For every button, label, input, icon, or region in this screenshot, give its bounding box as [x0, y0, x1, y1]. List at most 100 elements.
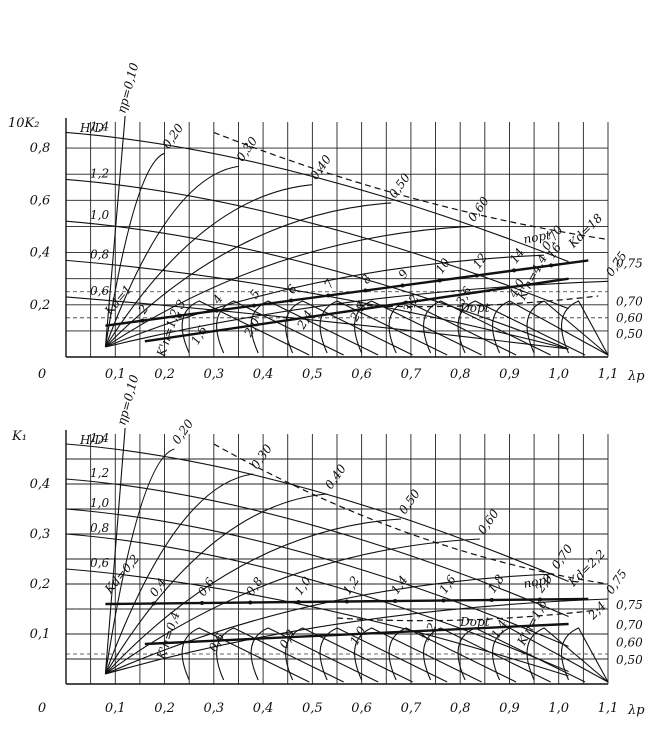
hd-curve-label: 1,4 — [90, 119, 109, 133]
eta-curve-label: 0,40 — [322, 462, 349, 492]
kd-marker — [177, 313, 182, 318]
efficiency-contour — [492, 300, 609, 356]
x-tick-label: 0,8 — [450, 367, 471, 382]
kd-marker — [437, 278, 442, 283]
eta-curve — [104, 448, 175, 675]
d-opt-curve — [336, 609, 599, 622]
efficiency-contour — [181, 300, 310, 356]
y-axis-label: K₁ — [11, 429, 27, 444]
hd-curve-label: 0,6 — [90, 556, 109, 570]
x-tick-label: 0,5 — [302, 701, 323, 716]
x-tick-label: 0,3 — [203, 701, 224, 716]
efficiency-contour — [354, 627, 482, 683]
eta-curve — [104, 165, 239, 348]
efficiency-contour — [319, 300, 448, 356]
kd-marker — [326, 293, 331, 298]
kd-marker — [549, 263, 554, 268]
x-tick-label: 1,1 — [598, 701, 619, 716]
kd-value-label: 1,8 — [485, 572, 508, 596]
efficiency-contour — [526, 627, 609, 683]
eta-curve — [104, 493, 328, 675]
eta-curve-label: 0,30 — [248, 442, 275, 472]
x-tick-label: 0,6 — [351, 367, 372, 382]
y-tick-label: 0,2 — [30, 577, 51, 592]
x-tick-label: 0,7 — [401, 701, 422, 716]
y-tick-label: 0,8 — [30, 141, 51, 156]
eta-curve — [105, 202, 392, 348]
hd-curve — [65, 220, 569, 350]
x-tick-label: 0,4 — [253, 367, 274, 382]
y-tick-label: 0,4 — [30, 246, 51, 261]
x-axis-label: λp — [627, 369, 645, 384]
kd-value-label: 1,4 — [388, 573, 410, 597]
kd-marker — [489, 598, 494, 602]
hd-curve-label: 0,8 — [90, 521, 109, 535]
kd-marker — [344, 599, 349, 604]
efficiency-contour — [561, 300, 609, 356]
hd-curve-label: 1,2 — [90, 166, 109, 180]
x-tick-label: 0,4 — [253, 701, 274, 716]
kd-value-label: 1,0 — [292, 574, 315, 598]
y-tick-label: 0,1 — [30, 627, 51, 642]
hd-curve-label: 1,4 — [90, 431, 109, 445]
x-tick-label: 1,0 — [548, 367, 569, 382]
efficiency-contour — [492, 627, 609, 683]
hd-curve — [65, 131, 569, 263]
eta-curve-label: 0,50 — [386, 170, 413, 200]
x-tick-label: 0,3 — [203, 367, 224, 382]
efficiency-contour — [388, 627, 517, 683]
right-margin-label: 0,50 — [616, 653, 643, 667]
x-tick-label: 1,0 — [548, 701, 569, 716]
chart-panel-1: 0 0,1 0,2 0,3 0,4 0,5 0,6 0,7 0,8 0,9 1,0 1,1 λp0,20… — [8, 61, 645, 384]
eta-curve-label: 0,75 — [603, 567, 630, 597]
efficiency-contour — [181, 627, 310, 683]
x-tick-label: 0,8 — [450, 701, 471, 716]
eta-curve — [105, 518, 402, 675]
hd-curve — [65, 533, 569, 673]
eta-curve-label: 0,20 — [169, 417, 196, 447]
right-margin-label: 0,50 — [616, 327, 643, 341]
kd-value-label: 0,4 — [147, 576, 169, 600]
n-opt-curve — [213, 131, 609, 241]
efficiency-contour — [319, 627, 448, 683]
x-tick-label: 0,9 — [499, 367, 520, 382]
efficiency-contour — [526, 300, 609, 356]
x-tick-label: 0,5 — [302, 367, 323, 382]
kd-marker — [151, 601, 156, 606]
x-tick-label: 0 — [38, 701, 46, 716]
y-tick-label: 0,4 — [30, 477, 51, 492]
x-tick-label: 0,9 — [499, 701, 520, 716]
hd-curve — [65, 508, 569, 648]
kd-marker — [140, 318, 145, 323]
kd-value-label: 1,6 — [436, 572, 459, 596]
efficiency-contour — [423, 300, 551, 356]
kd-marker — [512, 268, 517, 273]
x-tick-label: 1,1 — [598, 367, 619, 382]
kn-value-label: 1,2 — [418, 621, 440, 645]
n-opt-label: nopt — [522, 572, 552, 591]
efficiency-contour — [216, 627, 344, 683]
kd-marker — [393, 599, 398, 603]
eta-curve — [105, 598, 609, 675]
right-margin-label: 0,60 — [616, 636, 643, 650]
x-tick-label: 0,6 — [351, 701, 372, 716]
right-margin-label: 0,70 — [616, 618, 643, 632]
right-margin-label: 0,75 — [616, 257, 643, 271]
chart-panel-2: 0 0,1 0,2 0,3 0,4 0,5 0,6 0,7 0,8 0,9 1,0 1,1 λp 0,1 0… — [11, 373, 645, 718]
x-tick-label: 0,2 — [154, 701, 175, 716]
hd-curve-label: 1,0 — [90, 496, 109, 510]
kd-marker — [441, 598, 446, 603]
d-opt-curve — [336, 295, 599, 308]
eta-curve-label: 0,20 — [160, 121, 187, 151]
kd-value-label: 12 — [470, 251, 490, 272]
n-opt-label: nopt — [522, 228, 552, 247]
kn-line — [144, 622, 569, 646]
efficiency-contour — [285, 300, 413, 356]
right-margin-label: 0,70 — [616, 294, 643, 308]
eta-curve — [104, 184, 313, 348]
x-tick-label: 0,2 — [154, 367, 175, 382]
y-tick-label: 0,6 — [30, 193, 51, 208]
y-tick-label: 0,3 — [30, 527, 51, 542]
y-axis-label: 10K₂ — [8, 116, 39, 131]
